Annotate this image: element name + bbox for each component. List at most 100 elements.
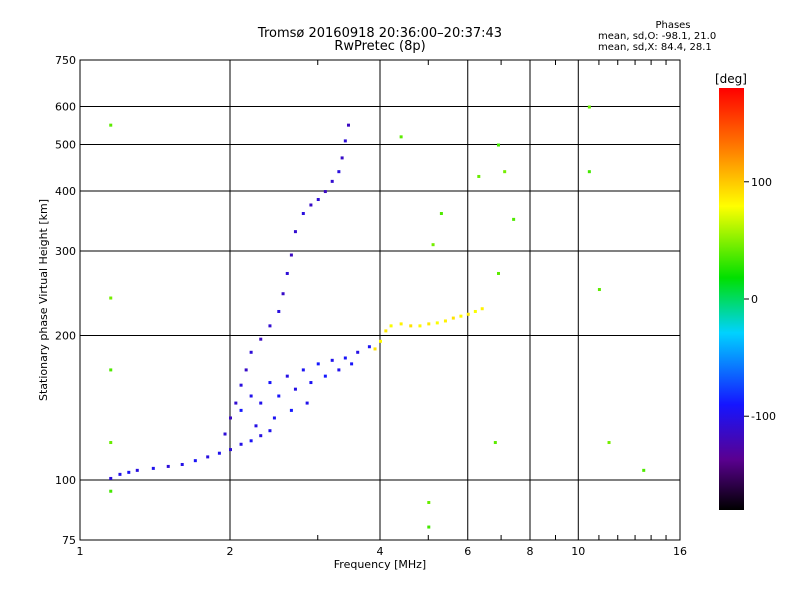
data-point <box>642 468 646 472</box>
y-tick-label: 750 <box>55 54 76 67</box>
x-tick-label: 16 <box>673 545 687 558</box>
y-tick-label: 200 <box>55 330 76 343</box>
colorbar-tick-label: -100 <box>751 410 776 423</box>
data-point <box>503 170 507 174</box>
data-point <box>337 368 341 372</box>
data-point <box>289 253 293 257</box>
data-point <box>268 381 272 385</box>
phases-heading: Phases <box>655 20 691 31</box>
y-tick-label: 100 <box>55 474 76 487</box>
data-point <box>323 374 327 378</box>
data-point <box>496 271 500 275</box>
data-point <box>466 312 470 316</box>
data-point <box>399 322 403 326</box>
data-point <box>229 416 232 420</box>
data-point <box>268 429 272 433</box>
x-tick-label: 4 <box>377 545 384 558</box>
phases-summary: Phases mean, sd,O: -98.1, 21.0 mean, sd,… <box>598 20 718 53</box>
data-point <box>244 368 248 372</box>
data-point <box>480 307 484 311</box>
data-point <box>249 350 253 354</box>
data-point <box>587 170 591 174</box>
axis-ticks: 1 2 4 6 8 10 16 75 100 200 300 400 500 600 750 <box>55 54 687 558</box>
data-point <box>109 489 113 493</box>
x-tick-label: 2 <box>227 545 234 558</box>
data-point <box>301 368 305 372</box>
data-point <box>309 381 313 385</box>
data-point <box>427 500 431 504</box>
y-tick-label: 400 <box>55 185 76 198</box>
data-point <box>239 442 243 446</box>
colorbar: [deg] 100 0 -100 <box>715 72 776 510</box>
y-axis-label: Stationary phase Virtual Height [km] <box>37 199 50 401</box>
data-point <box>496 143 500 147</box>
data-point <box>259 337 263 341</box>
y-tick-label: 300 <box>55 245 76 258</box>
x-tick-label: 8 <box>527 545 534 558</box>
data-point <box>281 292 285 296</box>
data-point <box>305 401 309 405</box>
data-point <box>127 470 131 474</box>
colorbar-label: [deg] <box>715 72 747 86</box>
data-point <box>316 198 320 202</box>
data-points <box>109 105 646 529</box>
data-point <box>293 387 297 391</box>
chart-subtitle: RwPretec (8p) <box>334 39 426 54</box>
data-point <box>435 321 439 325</box>
data-point <box>343 139 347 143</box>
data-point <box>272 416 276 420</box>
data-point <box>427 322 431 326</box>
x-tick-label: 6 <box>464 545 471 558</box>
data-point <box>249 439 253 443</box>
data-point <box>193 459 197 463</box>
data-point <box>249 394 253 398</box>
data-point <box>493 441 497 445</box>
data-point <box>285 374 289 378</box>
data-point <box>473 309 477 313</box>
data-point <box>367 345 371 349</box>
colorbar-tick-label: 0 <box>751 293 758 306</box>
data-point <box>135 468 139 472</box>
data-point <box>346 123 350 127</box>
data-point <box>443 319 447 323</box>
data-point <box>337 170 341 174</box>
data-point <box>431 243 435 247</box>
colorbar-gradient <box>719 88 744 510</box>
data-point <box>180 462 184 466</box>
data-point <box>109 123 113 127</box>
data-point <box>477 174 481 178</box>
data-point <box>277 394 281 398</box>
data-point <box>343 356 347 360</box>
data-point <box>293 230 297 234</box>
data-point <box>323 190 327 194</box>
data-point <box>418 324 422 328</box>
data-point <box>409 324 413 328</box>
data-point <box>301 212 305 216</box>
data-point <box>109 368 113 372</box>
data-point <box>340 156 344 160</box>
y-tick-label: 500 <box>55 139 76 152</box>
data-point <box>259 434 263 438</box>
data-point <box>109 441 113 445</box>
data-point <box>277 309 281 313</box>
data-point <box>607 441 611 445</box>
data-point <box>399 135 403 139</box>
data-point <box>285 271 289 275</box>
data-point <box>254 424 258 428</box>
chart-title: Tromsø 20160918 20:36:00–20:37:43 <box>257 26 503 41</box>
data-point <box>330 179 334 183</box>
data-point <box>459 314 463 318</box>
x-axis-label: Frequency [MHz] <box>334 558 426 571</box>
data-point <box>356 350 360 354</box>
data-point <box>389 324 393 328</box>
data-point <box>109 476 113 480</box>
data-point <box>166 464 170 468</box>
x-tick-label: 10 <box>571 545 585 558</box>
data-point <box>316 362 320 366</box>
data-point <box>151 466 155 470</box>
data-point <box>427 525 431 529</box>
data-point <box>217 451 221 455</box>
data-point <box>379 339 382 343</box>
gridlines <box>80 60 680 540</box>
